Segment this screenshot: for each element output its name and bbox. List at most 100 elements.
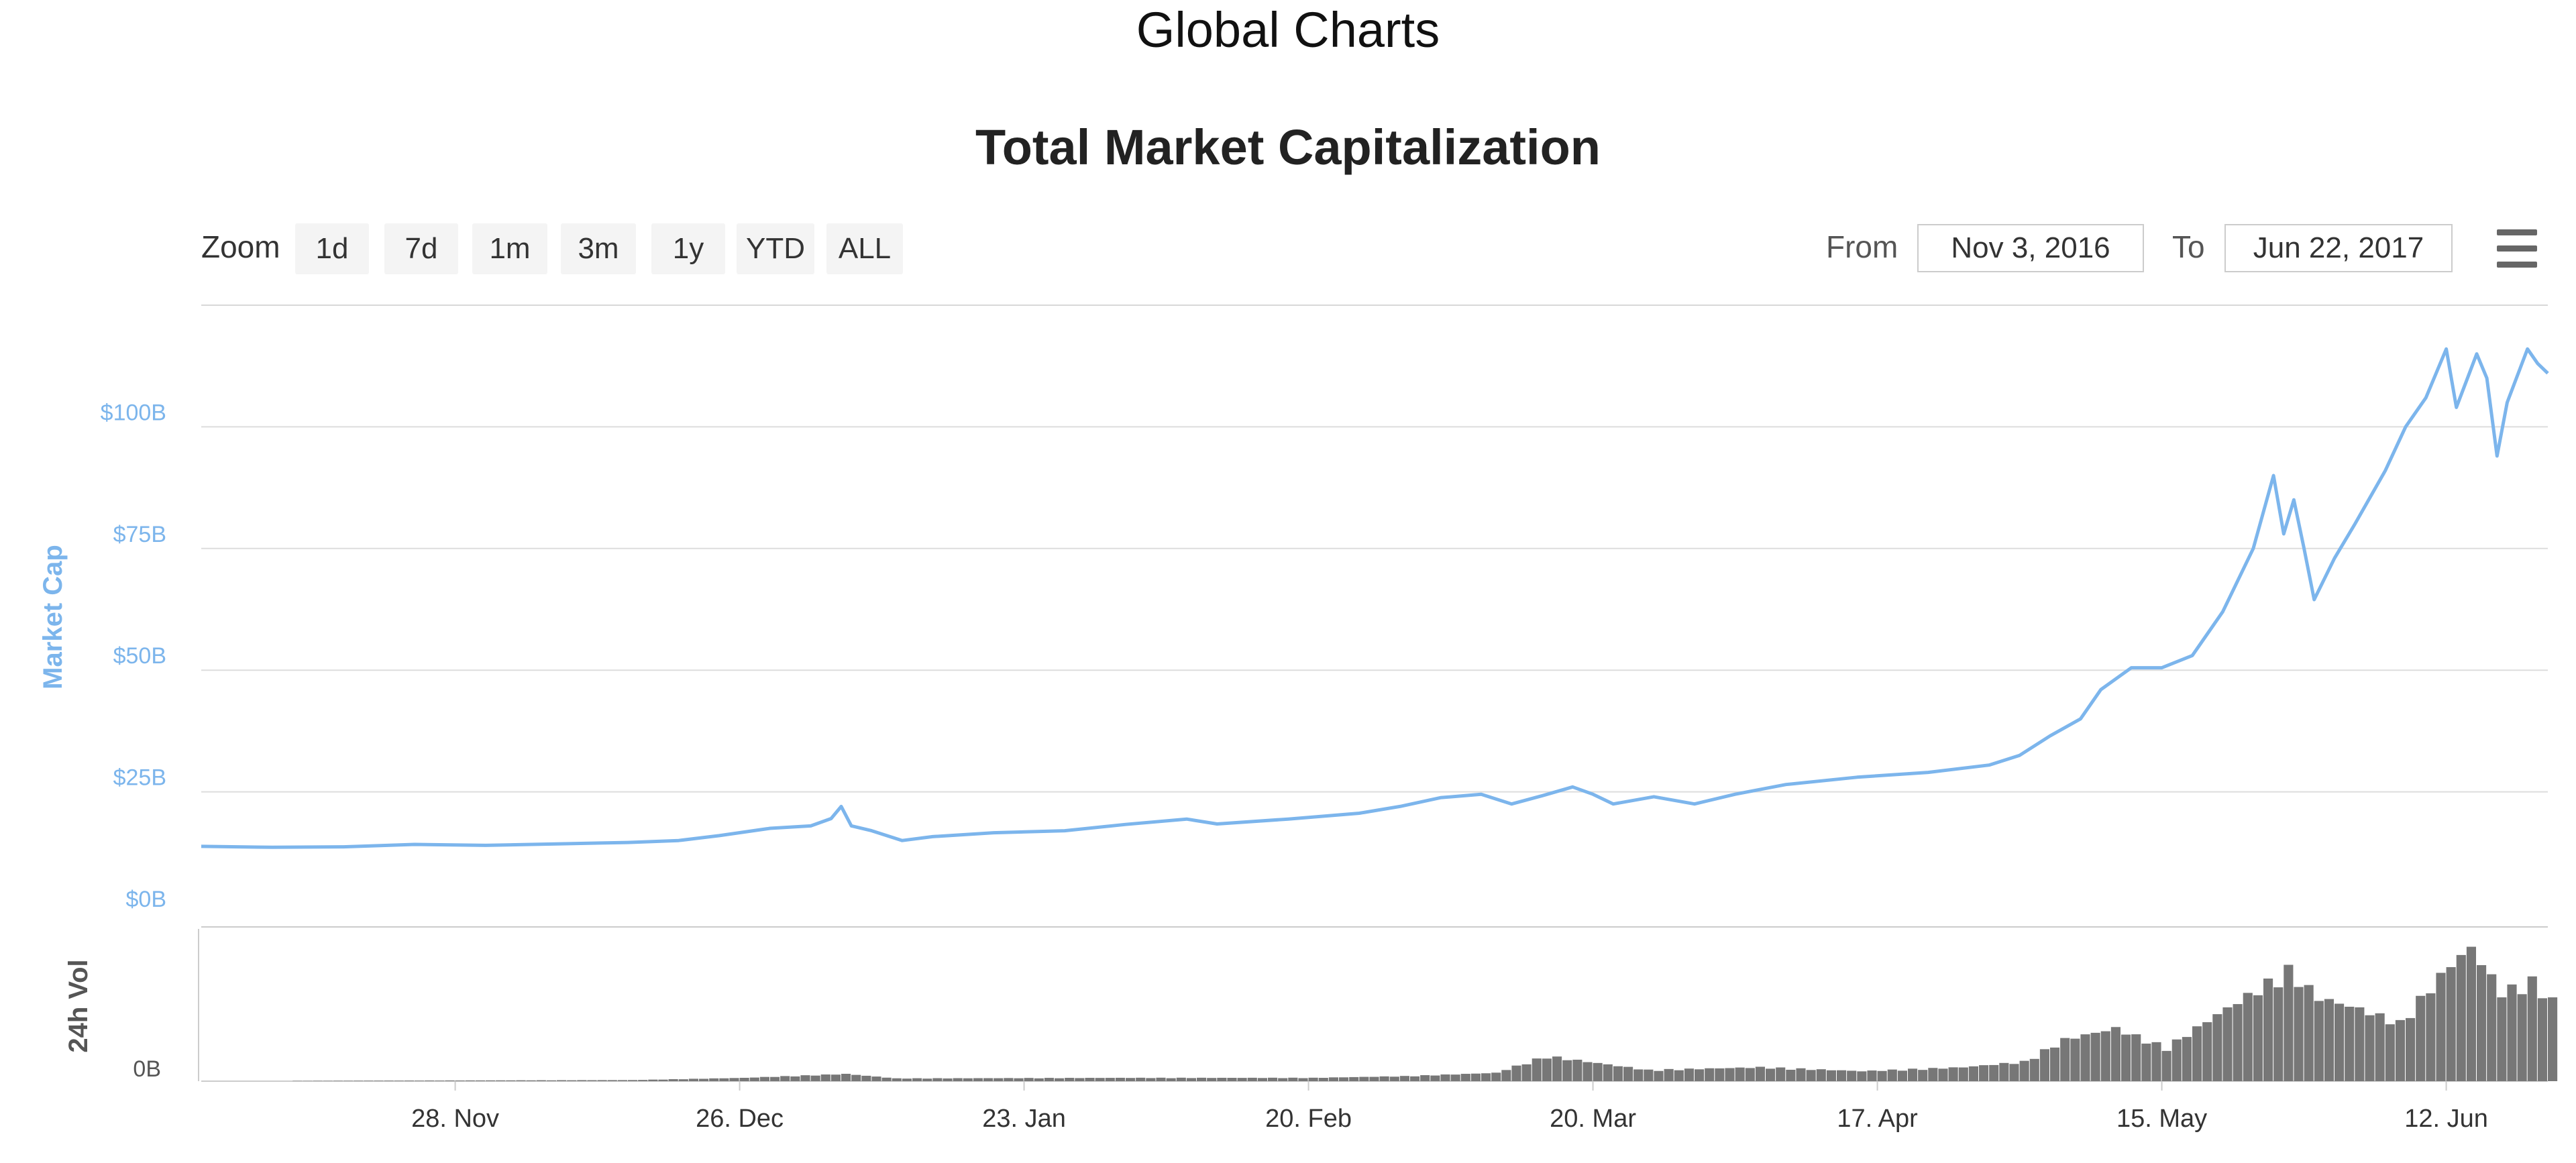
volume-bar — [1755, 1066, 1765, 1081]
volume-bar — [2517, 994, 2527, 1081]
volume-bar — [943, 1078, 953, 1081]
zoom-label: Zoom — [201, 229, 280, 264]
volume-bar — [1968, 1066, 1978, 1081]
volume-bar — [2039, 1049, 2049, 1081]
volume-bar — [709, 1078, 719, 1081]
volume-bar — [1603, 1064, 1613, 1081]
volume-bar — [607, 1080, 617, 1081]
volume-bar — [2406, 1017, 2416, 1081]
volume-bar — [2131, 1034, 2141, 1081]
volume-bar — [1359, 1076, 1369, 1081]
volume-bar — [963, 1078, 973, 1081]
to-label: To — [2172, 229, 2205, 264]
volume-bar — [1735, 1067, 1745, 1081]
volume-bar — [1328, 1077, 1338, 1081]
volume-bar — [2466, 946, 2476, 1081]
volume-bar — [1857, 1071, 1867, 1081]
volume-bar — [1156, 1077, 1166, 1081]
zoom-ytd-button[interactable]: YTD — [737, 223, 814, 274]
x-tick-label: 20. Mar — [1550, 1105, 1636, 1133]
volume-bar — [1562, 1060, 1572, 1081]
volume-bar — [1908, 1068, 1918, 1081]
hamburger-menu-icon[interactable] — [2496, 229, 2538, 268]
market-cap-line — [201, 347, 2549, 849]
volume-bar — [638, 1080, 648, 1081]
volume-bar — [1999, 1062, 2009, 1081]
volume-bar — [1105, 1078, 1115, 1081]
volume-bar — [1572, 1059, 1582, 1081]
volume-bar — [770, 1076, 780, 1081]
volume-bar — [881, 1077, 892, 1081]
x-tick-label: 20. Feb — [1265, 1105, 1352, 1133]
zoom-1y-button[interactable]: 1y — [651, 223, 725, 274]
volume-bar — [1826, 1070, 1836, 1081]
volume-bar — [1725, 1068, 1735, 1081]
volume-bar — [617, 1080, 627, 1081]
volume-bar — [1004, 1078, 1014, 1081]
zoom-all-button[interactable]: ALL — [826, 223, 903, 274]
volume-bar — [1055, 1078, 1065, 1081]
volume-bar — [912, 1078, 922, 1081]
volume-bar — [1379, 1076, 1389, 1081]
x-tick-label: 23. Jan — [982, 1105, 1066, 1133]
zoom-1d-button[interactable]: 1d — [295, 223, 369, 274]
x-tick-label: 12. Jun — [2404, 1105, 2488, 1133]
volume-bar — [1257, 1078, 1267, 1081]
volume-bar — [810, 1075, 820, 1081]
volume-bar — [2527, 976, 2537, 1081]
volume-bar — [2192, 1026, 2202, 1081]
volume-bar — [2202, 1022, 2212, 1081]
volume-bar — [1470, 1073, 1481, 1081]
to-date-input[interactable] — [2224, 224, 2453, 272]
volume-bar — [1491, 1072, 1501, 1081]
volume-bar — [1308, 1077, 1318, 1081]
volume-bar — [2212, 1014, 2222, 1081]
volume-bar — [2253, 995, 2263, 1081]
volume-bar — [2537, 998, 2547, 1081]
volume-bar — [597, 1080, 607, 1081]
zoom-1m-button[interactable]: 1m — [472, 223, 547, 274]
volume-bar — [2304, 985, 2314, 1081]
zoom-3m-button[interactable]: 3m — [561, 223, 636, 274]
volume-bar — [1521, 1064, 1532, 1081]
volume-bar — [1369, 1076, 1379, 1081]
volume-bar — [1430, 1075, 1440, 1081]
volume-bar — [1938, 1068, 1948, 1081]
volume-bar — [1278, 1078, 1288, 1081]
volume-bar — [1024, 1078, 1034, 1081]
volume-bar — [1684, 1068, 1694, 1081]
y-axis-title: Market Cap — [38, 545, 68, 689]
volume-bar — [1207, 1078, 1217, 1081]
volume-bar — [1450, 1074, 1460, 1081]
volume-bar — [1389, 1076, 1399, 1081]
page-title: Global Charts — [1136, 2, 1440, 58]
volume-bar — [2426, 993, 2436, 1081]
volume-bar — [1979, 1065, 1989, 1081]
volume-bar — [699, 1078, 709, 1081]
from-date-input[interactable] — [1917, 224, 2144, 272]
volume-bar — [729, 1078, 739, 1081]
volume-bar — [1227, 1078, 1237, 1081]
volume-bar — [2161, 1050, 2171, 1081]
volume-bar — [1695, 1069, 1705, 1081]
zoom-7d-button[interactable]: 7d — [384, 223, 458, 274]
volume-bar — [1847, 1070, 1857, 1081]
volume-bar — [1644, 1069, 1654, 1081]
volume-bar — [1806, 1070, 1816, 1081]
volume-bar — [688, 1078, 698, 1081]
volume-bar — [2100, 1031, 2110, 1081]
volume-bar — [994, 1078, 1004, 1081]
y-tick-label: $25B — [113, 765, 166, 791]
volume-bar — [2019, 1060, 2029, 1081]
volume-bar — [922, 1078, 932, 1081]
volume-bar — [902, 1078, 912, 1081]
volume-bar — [2171, 1039, 2182, 1081]
volume-bar — [2416, 995, 2426, 1081]
volume-bar — [2294, 987, 2304, 1081]
volume-bar — [648, 1079, 658, 1081]
volume-bar — [1085, 1078, 1095, 1081]
volume-bar — [1918, 1070, 1928, 1081]
volume-bar — [1613, 1066, 1623, 1081]
volume-bar — [1532, 1058, 1542, 1081]
volume-bar — [759, 1076, 769, 1081]
